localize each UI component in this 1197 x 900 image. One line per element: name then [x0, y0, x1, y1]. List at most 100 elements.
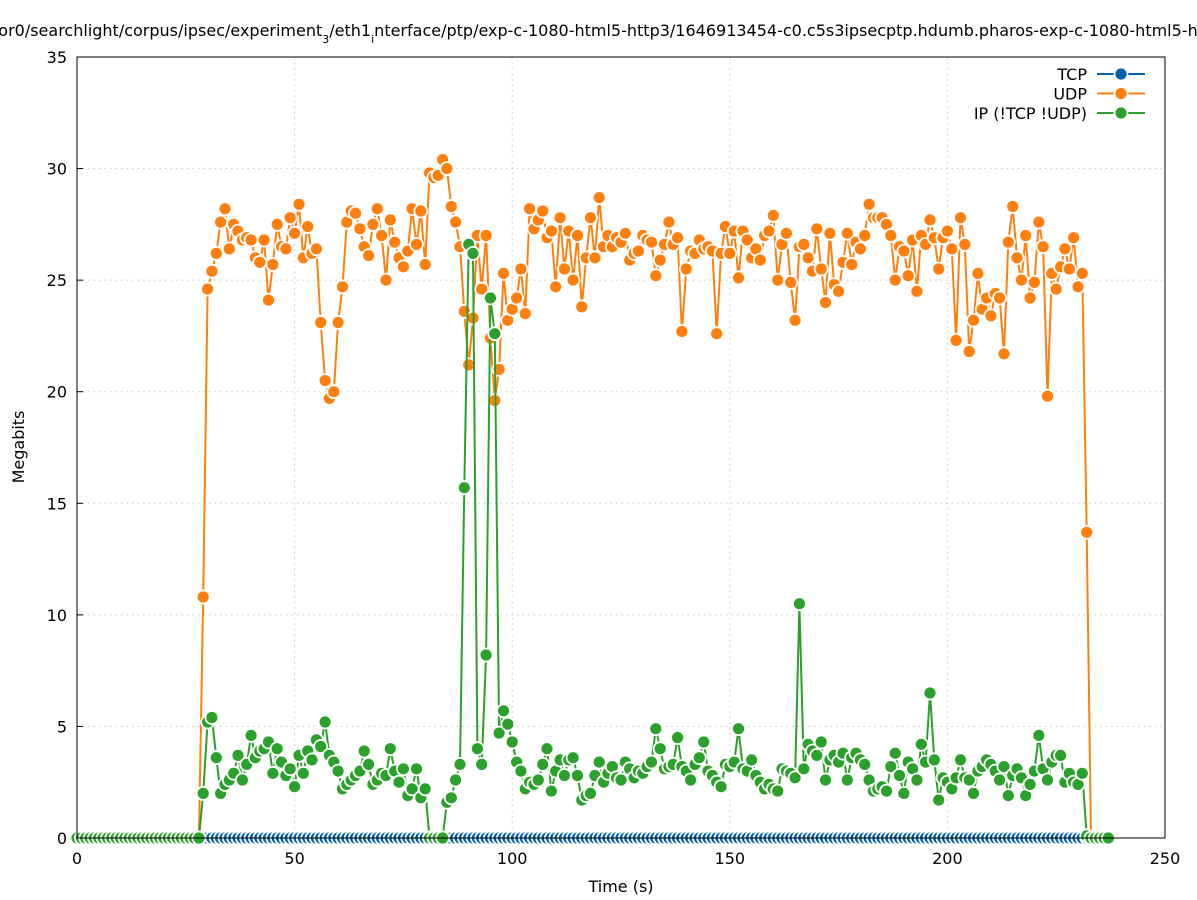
data-point: [1053, 748, 1068, 763]
data-point: [195, 786, 211, 801]
data-point: [552, 210, 568, 226]
data-point: [221, 241, 237, 257]
data-point: [809, 748, 825, 763]
x-tick-label: 50: [284, 849, 304, 868]
data-point: [291, 196, 307, 212]
data-point: [1000, 788, 1016, 803]
data-point: [313, 739, 329, 754]
data-point: [792, 596, 807, 612]
data-point: [204, 263, 220, 279]
data-point: [417, 781, 433, 797]
data-point: [1014, 272, 1029, 288]
data-point: [831, 283, 846, 299]
title-part: or0/searchlight/corpus/ipsec/experiment: [0, 21, 322, 40]
y-tick-label: 15: [47, 494, 67, 513]
data-point: [922, 212, 938, 228]
data-point: [853, 241, 868, 257]
data-point: [931, 792, 947, 808]
data-point: [374, 228, 390, 243]
legend-label: UDP: [1053, 85, 1087, 104]
data-point: [896, 243, 912, 259]
data-point: [818, 772, 833, 788]
data-point: [474, 281, 490, 297]
data-point: [752, 252, 768, 268]
data-point: [474, 757, 490, 772]
data-point: [544, 783, 559, 799]
data-point: [308, 241, 324, 257]
data-point: [953, 752, 968, 768]
data-point: [992, 290, 1007, 306]
data-point: [548, 279, 564, 295]
data-point: [940, 223, 955, 239]
data-point: [922, 685, 938, 701]
data-point: [539, 741, 555, 757]
data-point: [813, 734, 829, 750]
data-point: [300, 219, 316, 235]
data-point: [796, 761, 812, 777]
legend-item: UDP: [1053, 85, 1145, 104]
legend-label: IP (!TCP !UDP): [974, 104, 1087, 123]
data-point: [557, 768, 572, 783]
series-group: [69, 152, 1116, 846]
data-point: [1031, 214, 1047, 230]
data-point: [391, 774, 407, 790]
data-point: [317, 714, 333, 730]
data-point: [809, 221, 825, 237]
data-point: [261, 292, 276, 308]
data-point: [944, 241, 960, 257]
data-point: [761, 223, 777, 239]
data-point: [1061, 261, 1077, 277]
data-point: [496, 265, 511, 281]
data-point: [443, 790, 459, 806]
data-point: [839, 772, 855, 788]
data-point: [234, 772, 250, 788]
data-point: [265, 765, 281, 781]
data-point: [678, 261, 694, 277]
title-part: nterface/ptp/exp-c-1080-html5-http3/1646…: [374, 21, 1197, 40]
data-point: [282, 210, 298, 226]
data-point: [722, 245, 738, 261]
data-point: [770, 272, 786, 288]
data-point: [570, 228, 585, 243]
series-ip-tcp-udp: [69, 236, 1116, 846]
x-tick-label: 200: [932, 849, 963, 868]
data-point: [1040, 388, 1055, 404]
data-point: [631, 243, 646, 259]
legend-label: TCP: [1056, 65, 1087, 84]
data-point: [787, 770, 803, 786]
data-point: [961, 772, 977, 788]
data-point: [1000, 234, 1016, 250]
data-point: [618, 225, 633, 241]
data-point: [282, 761, 298, 777]
data-point: [948, 332, 964, 348]
data-point: [648, 721, 664, 737]
data-point: [1035, 239, 1051, 255]
data-point: [378, 272, 394, 288]
data-point: [926, 752, 942, 768]
data-point: [966, 786, 981, 801]
data-point: [269, 741, 285, 757]
data-point: [818, 295, 833, 310]
data-point: [839, 225, 855, 241]
data-point: [1074, 765, 1090, 781]
data-point: [452, 757, 468, 772]
data-point: [765, 207, 781, 223]
data-point: [883, 759, 899, 774]
data-point: [1022, 777, 1038, 792]
data-point: [535, 757, 551, 772]
data-point: [1005, 199, 1021, 214]
y-tick-label: 25: [47, 271, 67, 290]
data-point: [382, 741, 398, 757]
data-point: [352, 221, 368, 237]
data-point: [587, 250, 603, 266]
data-point: [208, 245, 224, 261]
data-point: [731, 270, 746, 286]
data-point: [482, 290, 498, 306]
chart-title: or0/searchlight/corpus/ipsec/experiment3…: [0, 21, 1197, 46]
data-point: [213, 214, 229, 230]
data-point: [565, 272, 581, 288]
x-tick-label: 0: [72, 849, 82, 868]
data-point: [1009, 250, 1025, 266]
data-point: [496, 703, 511, 719]
data-point: [1070, 279, 1086, 295]
